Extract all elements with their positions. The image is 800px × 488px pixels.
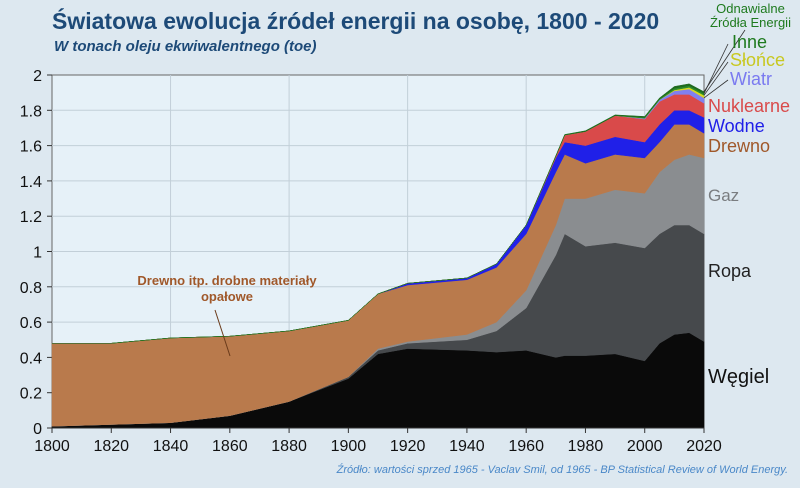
y-tick-label: 2 [33, 68, 42, 85]
y-tick-label: 0.6 [20, 315, 42, 332]
y-tick-label: 0.4 [20, 350, 42, 367]
series-label-6: Wiatr [730, 69, 772, 89]
y-tick-label: 0.2 [20, 386, 42, 403]
x-tick-label: 1900 [331, 438, 367, 455]
y-tick-label: 1.8 [20, 103, 42, 120]
x-tick-label: 2000 [627, 438, 663, 455]
series-label-0: Węgiel [708, 366, 770, 388]
leader-line [703, 79, 729, 99]
chart-title: Światowa ewolucja źródeł energii na osob… [52, 8, 660, 34]
series-label-4: Wodne [708, 116, 765, 136]
y-tick-label: 0.8 [20, 280, 42, 297]
chart-subtitle: W tonach oleju ekwiwalentnego (toe) [54, 38, 317, 55]
leader-line [703, 29, 746, 92]
y-tick-label: 1.4 [20, 174, 42, 191]
series-label-9: Odnawialne Źródła Energii [710, 1, 791, 30]
y-tick-label: 1.6 [20, 139, 42, 156]
x-tick-label: 1940 [449, 438, 485, 455]
x-tick-label: 1800 [34, 438, 70, 455]
leader-line [703, 61, 729, 96]
y-tick-label: 1.2 [20, 209, 42, 226]
y-tick-label: 0 [33, 421, 42, 438]
x-tick-label: 1920 [390, 438, 426, 455]
x-tick-label: 1860 [212, 438, 248, 455]
series-label-1: Ropa [708, 261, 752, 281]
x-tick-label: 2020 [686, 438, 722, 455]
x-tick-label: 1880 [271, 438, 307, 455]
y-tick-label: 1 [33, 245, 42, 262]
series-label-7: Słońce [730, 50, 786, 70]
x-tick-label: 1820 [93, 438, 129, 455]
series-label-2: Gaz [708, 186, 740, 205]
x-tick-label: 1960 [508, 438, 544, 455]
series-label-5: Nuklearne [708, 96, 791, 116]
x-tick-label: 1980 [568, 438, 604, 455]
annotation-pointer [214, 309, 231, 357]
series-label-3: Drewno [708, 136, 771, 156]
annotation-wood: Drewno itp. drobne materiały opałowe [137, 273, 317, 304]
series-label-8: Inne [732, 32, 768, 52]
source-note: Źródło: wartości sprzed 1965 - Vaclav Sm… [336, 464, 788, 476]
x-tick-label: 1840 [153, 438, 189, 455]
